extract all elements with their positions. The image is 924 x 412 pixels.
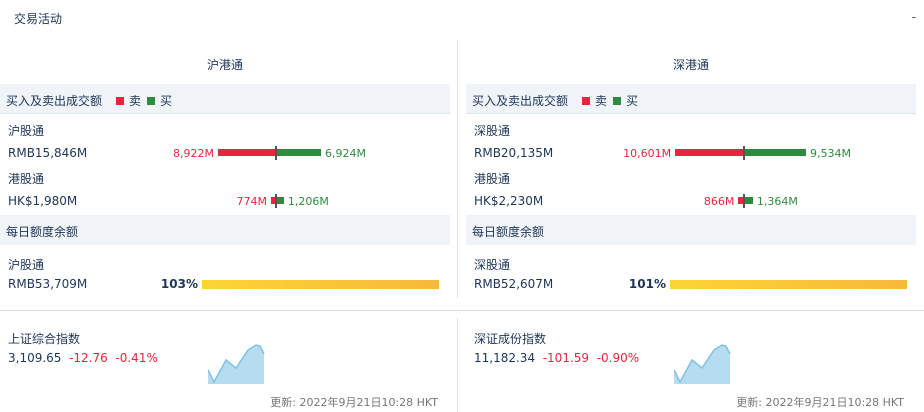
index-change-pct: -0.90% — [596, 351, 640, 365]
divider — [0, 310, 924, 311]
sell-value: 866M — [703, 195, 735, 208]
sell-value: 8,922M — [173, 147, 215, 160]
sparkline-line — [674, 344, 731, 384]
sell-bar — [218, 149, 276, 156]
center-tick — [275, 146, 277, 160]
buy-legend-swatch — [613, 97, 622, 105]
buy-bar — [276, 149, 321, 156]
buy-value: 1,206M — [287, 195, 329, 208]
turnover-label: 买入及卖出成交额 — [6, 94, 103, 108]
row-name: 港股通 — [474, 172, 511, 186]
sell-legend-swatch — [582, 97, 591, 105]
turnover-header: 买入及卖出成交额 卖 买 — [466, 84, 916, 114]
index-name: 深证成份指数 — [474, 332, 547, 346]
center-tick — [275, 194, 277, 208]
divider — [457, 318, 458, 412]
buy-bar — [744, 197, 753, 204]
quota-label: 每日额度余额 — [472, 225, 545, 239]
quota-bar — [202, 280, 439, 289]
buy-bar — [744, 149, 806, 156]
quota-value: RMB53,709M — [8, 277, 88, 291]
index-change: -12.76 — [69, 351, 108, 365]
panel-title: 沪港通 — [206, 58, 243, 72]
quota-value: RMB52,607M — [474, 277, 554, 291]
turnover-header: 买入及卖出成交额 卖 买 — [0, 84, 450, 114]
buy-bar — [276, 197, 284, 204]
center-tick — [743, 194, 745, 208]
quota-name: 深股通 — [474, 258, 511, 272]
sz-connect-panel: 深港通 买入及卖出成交额 卖 买深股通 RMB20,135M 10,601M 9,5… — [466, 40, 916, 310]
row-name: 沪股通 — [8, 124, 45, 138]
center-tick — [743, 146, 745, 160]
index-value: 3,109.65 — [8, 351, 62, 365]
buy-value: 6,924M — [325, 147, 366, 160]
index-quote: 3,109.65 -12.76 -0.41% — [8, 351, 158, 365]
index-quote: 11,182.34 -101.59 -0.90% — [474, 351, 639, 365]
quota-bar — [670, 280, 907, 289]
sell-value: 774M — [236, 195, 267, 208]
row-total: RMB20,135M — [474, 146, 554, 160]
buy-legend-label: 买 — [626, 94, 639, 108]
quota-header: 每日额度余额 — [0, 215, 450, 245]
sell-bar — [738, 197, 744, 204]
row-total: HK$2,230M — [474, 194, 544, 208]
sh-connect-panel: 沪港通 买入及卖出成交额 卖 买沪股通 RMB15,846M 8,922M 6,92… — [0, 40, 450, 310]
sparkline-area — [208, 345, 264, 384]
sparkline-area — [674, 345, 730, 384]
turnover-label: 买入及卖出成交额 — [472, 94, 569, 108]
quota-percent: 103% — [160, 277, 198, 291]
buy-legend-swatch — [147, 97, 156, 105]
quota-percent: 101% — [628, 277, 666, 291]
update-time: 更新: 2022年9月21日10:28 HKT — [736, 396, 904, 409]
index-change-pct: -0.41% — [115, 351, 158, 365]
divider — [457, 40, 458, 298]
update-time: 更新: 2022年9月21日10:28 HKT — [270, 396, 438, 409]
collapse-button[interactable]: - — [911, 10, 916, 24]
index-change: -101.59 — [542, 351, 590, 365]
quota-header: 每日额度余额 — [466, 215, 916, 245]
row-total: HK$1,980M — [8, 194, 78, 208]
index-sparkline — [208, 344, 265, 384]
buy-legend-label: 买 — [160, 94, 173, 108]
quota-name: 沪股通 — [8, 258, 45, 272]
quota-label: 每日额度余额 — [6, 225, 79, 239]
buy-value: 1,364M — [756, 195, 798, 208]
panel-title: 深港通 — [672, 58, 709, 72]
sell-legend-label: 卖 — [595, 94, 608, 108]
index-card[interactable]: 上证综合指数 3,109.65 -12.76 -0.41% 更新: 2022年9… — [0, 318, 450, 412]
buy-value: 9,534M — [809, 147, 851, 160]
index-sparkline — [674, 344, 731, 384]
sell-value: 10,601M — [623, 147, 672, 160]
row-total: RMB15,846M — [8, 146, 88, 160]
index-name: 上证综合指数 — [8, 332, 81, 346]
section-title: 交易活动 — [14, 12, 63, 26]
index-value: 11,182.34 — [474, 351, 536, 365]
sell-bar — [270, 197, 276, 204]
sell-legend-label: 卖 — [129, 94, 142, 108]
sell-bar — [675, 149, 744, 156]
row-name: 深股通 — [474, 124, 511, 138]
sell-legend-swatch — [116, 97, 125, 105]
sparkline-line — [208, 344, 265, 384]
index-card[interactable]: 深证成份指数 11,182.34 -101.59 -0.90% 更新: 2022… — [466, 318, 916, 412]
row-name: 港股通 — [8, 172, 45, 186]
